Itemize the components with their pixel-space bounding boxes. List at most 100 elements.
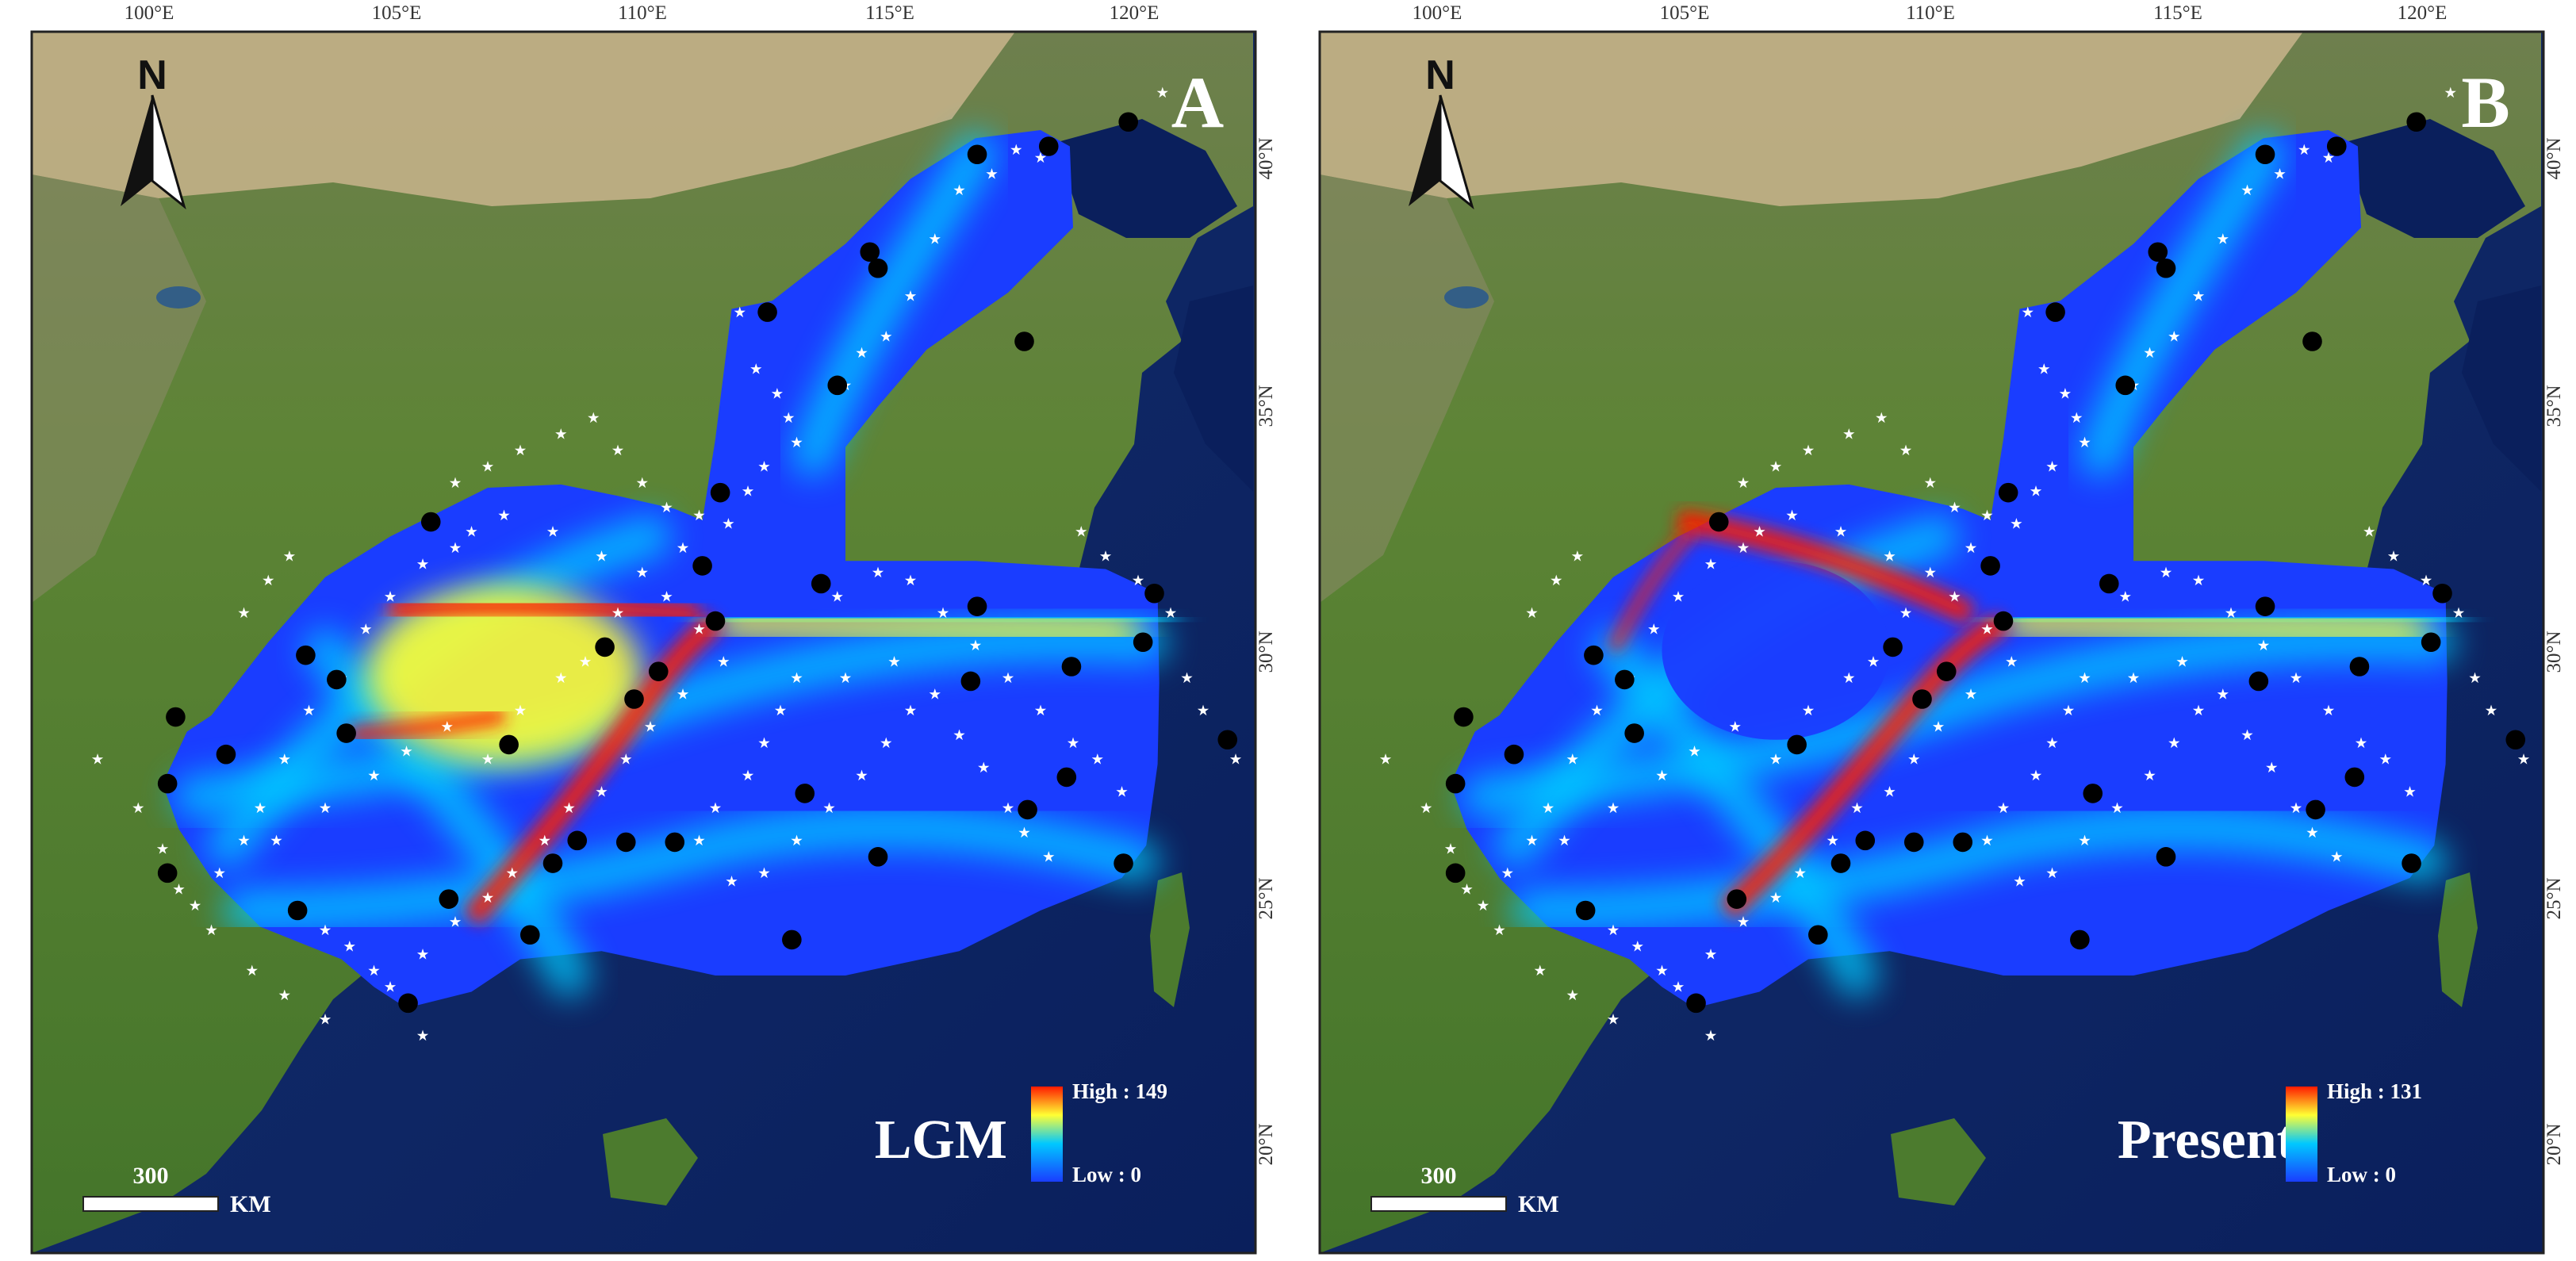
sampled-population-38 xyxy=(2070,929,2090,950)
record-star-35: ★ xyxy=(660,589,673,606)
record-star-66: ★ xyxy=(2078,833,2091,849)
record-star-16: ★ xyxy=(384,589,397,606)
record-star-121: ★ xyxy=(660,500,673,516)
record-star-45: ★ xyxy=(1769,890,1783,906)
record-star-80: ★ xyxy=(1002,800,1015,817)
record-star-42: ★ xyxy=(562,800,576,817)
sampled-population-10 xyxy=(420,512,441,532)
sampled-population-26 xyxy=(1830,853,1851,873)
sampled-population-18 xyxy=(1454,707,1474,727)
record-star-13: ★ xyxy=(1753,524,1766,541)
sampled-population-33 xyxy=(2349,657,2370,676)
sampled-population-3 xyxy=(2156,258,2176,278)
record-star-97: ★ xyxy=(2468,670,2482,687)
corridor-east-west xyxy=(2003,603,2428,653)
record-star-75: ★ xyxy=(2127,670,2141,687)
sampled-population-7 xyxy=(692,556,712,576)
record-star-23: ★ xyxy=(213,865,226,882)
record-star-97: ★ xyxy=(1180,670,1194,687)
record-star-109: ★ xyxy=(205,922,218,939)
record-star-14: ★ xyxy=(449,540,462,557)
record-star-115: ★ xyxy=(1769,459,1783,476)
record-star-1: ★ xyxy=(2037,362,2051,378)
record-star-92: ★ xyxy=(1156,85,1169,102)
record-star-84: ★ xyxy=(2143,345,2156,362)
record-star-77: ★ xyxy=(2216,687,2229,703)
record-star-88: ★ xyxy=(2241,182,2254,199)
sampled-population-9 xyxy=(705,611,726,631)
record-star-104: ★ xyxy=(1571,548,1585,565)
sampled-population-41 xyxy=(1014,332,1034,351)
record-star-48: ★ xyxy=(384,979,397,996)
low-connectivity-area xyxy=(1451,130,2448,1008)
record-star-62: ★ xyxy=(2192,703,2206,719)
sampled-population-6 xyxy=(710,482,730,503)
sampled-population-30 xyxy=(868,847,888,867)
record-star-122: ★ xyxy=(1980,508,1994,524)
longitude-label: 110°E xyxy=(618,2,667,24)
record-star-65: ★ xyxy=(2110,800,2124,817)
record-star-95: ★ xyxy=(1132,573,1145,589)
record-star-12: ★ xyxy=(497,508,511,524)
record-star-71: ★ xyxy=(742,768,755,784)
record-star-31: ★ xyxy=(1802,703,1815,719)
hainan-island xyxy=(603,1118,698,1205)
record-star-36: ★ xyxy=(692,622,706,638)
sampled-population-29 xyxy=(2083,784,2103,803)
latitude-label: 35°N xyxy=(2543,385,2565,427)
record-star-7: ★ xyxy=(2010,516,2023,532)
record-star-58: ★ xyxy=(2322,703,2336,719)
taiwan-island xyxy=(2438,872,2478,1007)
sampled-population-39 xyxy=(398,993,418,1014)
record-star-101: ★ xyxy=(1262,833,1275,849)
record-star-120: ★ xyxy=(1923,475,1937,492)
scale-unit: KM xyxy=(1518,1191,1559,1217)
record-star-26: ★ xyxy=(319,800,332,817)
record-star-29: ★ xyxy=(440,719,454,736)
sampled-population-30 xyxy=(2156,847,2176,867)
record-star-8: ★ xyxy=(677,540,690,557)
red-corridor-west xyxy=(1607,523,1700,653)
sampled-population-24 xyxy=(520,925,540,945)
sampled-population-27 xyxy=(1903,832,1924,853)
record-star-28: ★ xyxy=(400,743,413,760)
scenario-title: Present xyxy=(2118,1110,2295,1171)
sampled-population-39 xyxy=(1686,993,1706,1014)
record-star-47: ★ xyxy=(416,947,430,964)
record-star-51: ★ xyxy=(1607,922,1620,939)
record-star-106: ★ xyxy=(132,800,145,817)
record-star-98: ★ xyxy=(2485,703,2498,719)
record-star-60: ★ xyxy=(1091,752,1104,768)
record-star-105: ★ xyxy=(1379,752,1393,768)
record-star-107: ★ xyxy=(1444,841,1458,857)
western-plateau xyxy=(1320,174,1494,603)
sampled-population-36 xyxy=(2306,799,2325,820)
record-star-114: ★ xyxy=(1737,475,1750,492)
sampled-population-26 xyxy=(542,853,563,873)
record-star-29: ★ xyxy=(1728,719,1742,736)
record-star-33: ★ xyxy=(1867,654,1880,671)
record-star-90: ★ xyxy=(1010,142,1023,159)
record-star-10: ★ xyxy=(595,548,608,565)
record-star-4: ★ xyxy=(790,435,803,451)
record-star-17: ★ xyxy=(1647,622,1661,638)
sampled-population-27 xyxy=(615,832,636,853)
red-corridor-diagonal xyxy=(1719,612,2009,919)
scale-bar xyxy=(82,1196,219,1212)
red-corridor-north xyxy=(389,593,700,627)
record-star-23: ★ xyxy=(1501,865,1514,882)
sampled-population-28 xyxy=(665,832,685,853)
record-star-67: ★ xyxy=(2045,865,2059,882)
record-star-44: ★ xyxy=(505,865,519,882)
sampled-population-8 xyxy=(811,573,831,594)
longitude-label: 105°E xyxy=(372,2,422,24)
record-star-30: ★ xyxy=(481,752,495,768)
latitude-label: 20°N xyxy=(2543,1123,2565,1165)
record-star-85: ★ xyxy=(2168,329,2181,346)
sampled-population-34 xyxy=(1133,632,1153,653)
record-star-58: ★ xyxy=(1034,703,1048,719)
record-star-82: ★ xyxy=(2330,849,2344,866)
map-frame xyxy=(30,30,1257,1255)
record-star-93: ★ xyxy=(1075,524,1088,541)
record-star-50: ★ xyxy=(343,938,356,955)
